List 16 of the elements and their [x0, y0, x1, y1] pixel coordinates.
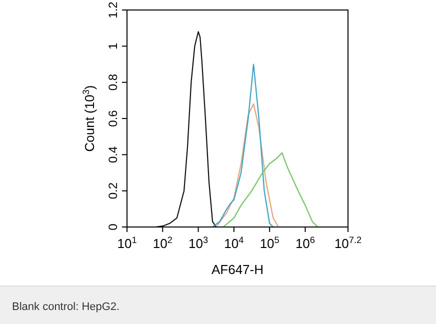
y-tick-label: 0.8 [106, 74, 120, 91]
x-tick-label: 10$^{2}$ [152, 235, 172, 251]
y-tick-label: 1.2 [106, 1, 120, 18]
y-tick-label: 0.4 [106, 146, 120, 164]
x-tick-label: 10$^{6}$ [295, 235, 315, 251]
x-tick-label: 10$^{4}$ [224, 235, 244, 251]
y-tick-label: 0 [106, 223, 120, 230]
x-tick-label: 10$^{1}$ [117, 235, 137, 251]
text: Blank control: HepG2. [12, 301, 120, 313]
y-tick-label: 0.6 [106, 110, 120, 127]
y-tick-label: 0.2 [106, 182, 120, 200]
x-tick-label: 10$^{5}$ [260, 235, 280, 251]
x-axis-title: AF647-H [211, 262, 264, 277]
y-tick-label: 1 [106, 42, 120, 50]
x-tick-label: 10$^{7.2}$ [334, 235, 362, 251]
x-tick-label: 10$^{3}$ [188, 235, 208, 251]
